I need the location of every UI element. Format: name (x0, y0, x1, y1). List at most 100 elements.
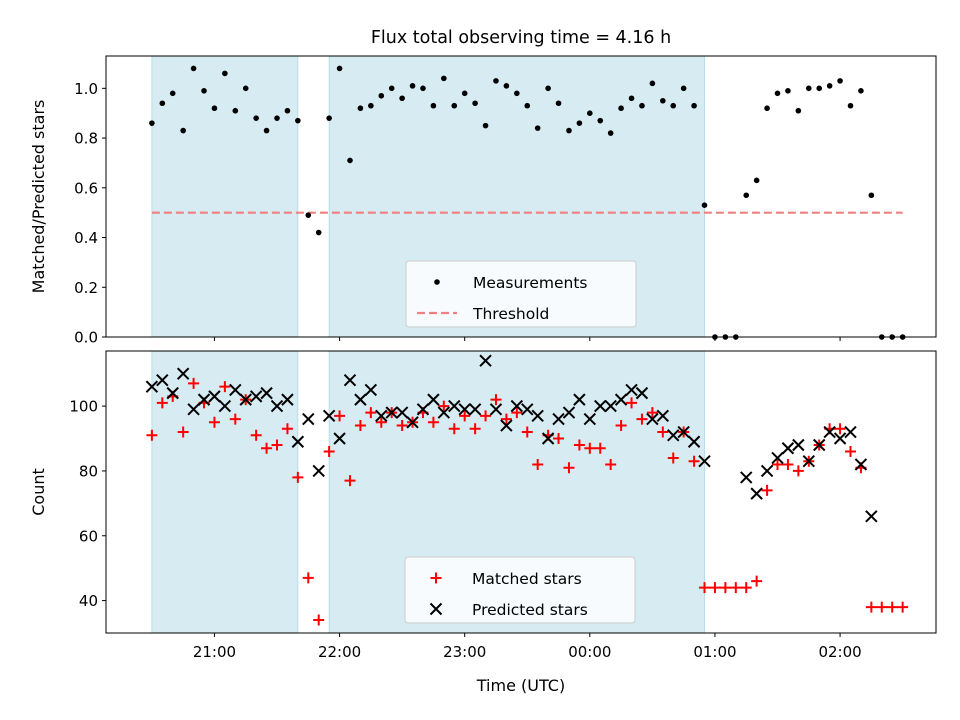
matched-star-marker (782, 458, 794, 470)
predicted-star-marker (416, 403, 430, 416)
measurement-point (336, 65, 343, 72)
measurement-point (441, 75, 447, 82)
matched-star-marker (208, 416, 220, 428)
predicted-star-marker (740, 471, 753, 484)
x-tick-label: 02:00 (818, 643, 861, 661)
predicted-star-marker (562, 406, 576, 419)
predicted-star-marker (187, 403, 200, 416)
matched-star-marker (188, 377, 200, 389)
legend-frame (405, 260, 637, 328)
measurement-point (388, 85, 395, 92)
predicted-star-marker (760, 464, 774, 478)
predicted-star-marker (166, 386, 179, 400)
legend-entry-label: Matched stars (472, 570, 582, 588)
measurement-point (816, 85, 823, 92)
predicted-star-marker (176, 367, 190, 380)
matched-star-marker (354, 420, 366, 432)
y-tick-label: 0.0 (74, 329, 98, 347)
predicted-star-marker (594, 399, 607, 413)
predicted-star-marker (291, 435, 305, 448)
predicted-star-marker (364, 383, 378, 397)
matched-star-marker (584, 442, 596, 454)
legend-entry-label: Predicted stars (472, 601, 588, 619)
measurement-point (242, 85, 249, 92)
matched-star-marker (313, 614, 325, 626)
predicted-star-marker (833, 432, 847, 445)
predicted-star-marker (604, 399, 617, 413)
matched-star-marker (261, 442, 273, 454)
matched-star-marker (448, 423, 460, 435)
x-axis-label: Time (UTC) (476, 676, 565, 695)
matched-star-marker (281, 423, 293, 435)
matched-star-marker (427, 416, 439, 428)
measurement-point (169, 90, 176, 97)
measurement-point (326, 115, 332, 121)
y-tick-label: 0.6 (74, 179, 98, 197)
predicted-star-marker (208, 390, 221, 403)
measurement-point (555, 100, 562, 107)
measurement-point (420, 85, 426, 92)
predicted-star-marker (239, 393, 252, 406)
measurement-point (399, 95, 405, 102)
predicted-star-marker (260, 386, 273, 400)
predicted-star-marker (145, 380, 159, 393)
predicted-star-marker (614, 393, 628, 406)
matched-star-marker (594, 442, 606, 454)
predicted-star-marker (249, 390, 263, 403)
matched-star-marker (375, 416, 387, 428)
shaded-interval-1 (151, 55, 299, 338)
measurement-point (368, 102, 374, 109)
bottom-axes-frame (105, 350, 937, 634)
predicted-star-marker (489, 403, 503, 416)
predicted-star-marker (322, 409, 336, 423)
predicted-star-marker (531, 409, 544, 423)
predicted-star-marker (656, 409, 670, 423)
matched-star-marker (573, 439, 585, 451)
predicted-star-marker (156, 373, 169, 387)
measurement-point (493, 78, 499, 84)
predicted-star-marker (197, 393, 211, 406)
measurement-point (378, 92, 385, 99)
predicted-star-marker (854, 458, 868, 471)
matched-star-marker (646, 407, 658, 419)
predicted-star-marker (479, 354, 492, 367)
measurement-point (774, 90, 781, 97)
measurement-point (743, 192, 750, 199)
measurement-point (805, 85, 812, 92)
matched-star-marker (636, 413, 648, 425)
measurement-point (514, 90, 520, 97)
measurement-point (618, 105, 624, 112)
y-tick-label: 1.0 (74, 80, 98, 98)
measurement-point (159, 100, 166, 107)
matched-star-marker (177, 426, 189, 438)
measurement-point (482, 122, 489, 129)
measurement-point (566, 127, 572, 134)
matched-star-marker (365, 407, 377, 419)
matched-star-marker (229, 413, 241, 425)
matched-star-marker (688, 455, 700, 467)
predicted-star-marker (500, 419, 513, 432)
measurement-point (701, 202, 708, 209)
predicted-star-marker (437, 406, 451, 419)
predicted-star-marker (844, 425, 857, 439)
matched-star-marker (553, 433, 565, 445)
predicted-star-marker (541, 432, 555, 445)
measurement-point (274, 115, 280, 121)
matched-star-marker (323, 445, 335, 457)
measurement-point (232, 107, 239, 114)
matched-star-marker (500, 413, 512, 425)
measurement-point (263, 127, 270, 134)
matched-star-marker (250, 429, 262, 441)
measurement-point (785, 88, 791, 94)
measurement-point (691, 102, 697, 109)
matched-star-marker (438, 400, 450, 412)
legend-x-swatch (429, 602, 443, 616)
matched-star-marker (844, 445, 856, 457)
top-panel: 0.0 0.2 0.4 0.6 0.8 1.0 Matched/Predicted sta… (29, 55, 937, 347)
measurement-point (764, 105, 770, 112)
measurement-point (211, 105, 218, 112)
matched-star-marker (219, 381, 231, 393)
measurement-point (858, 88, 864, 94)
predicted-star-marker (448, 399, 461, 413)
measurement-point (597, 117, 604, 124)
